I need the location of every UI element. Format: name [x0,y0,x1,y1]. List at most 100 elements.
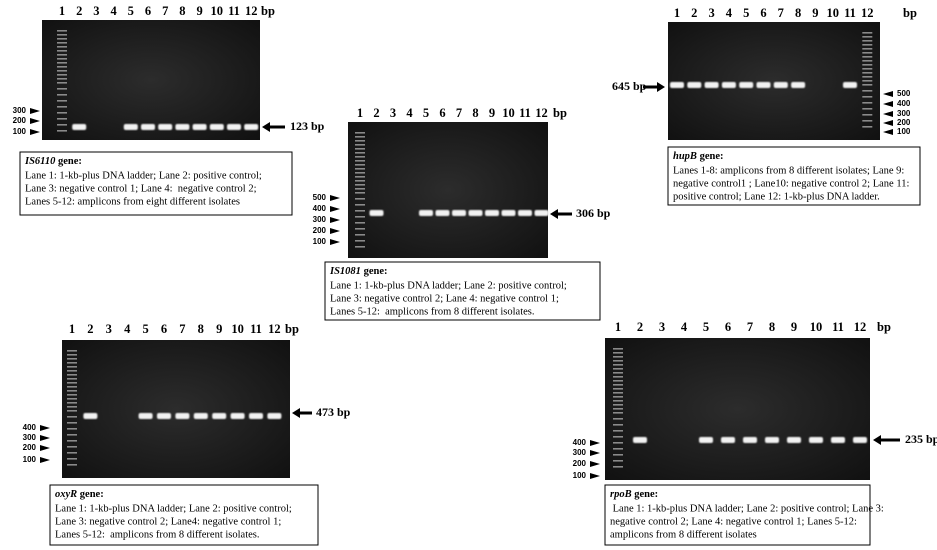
band-size-label: 473 bp [316,405,351,419]
ladder-band [67,398,77,400]
lane-label: 4 [406,106,413,120]
dna-band [175,124,190,130]
dna-band [756,82,771,88]
dna-band [843,82,857,88]
lane-label: 1 [69,322,75,336]
ladder-arrow [330,217,340,223]
ladder-band [355,192,365,194]
gene-suffix: gene: [697,151,724,162]
ladder-band [57,54,67,56]
lane-label: 8 [472,106,478,120]
ladder-arrow [330,239,340,245]
lane-label: 3 [390,106,396,120]
ladder-band [613,392,623,394]
dna-band [419,210,433,216]
gene-suffix: gene: [55,156,82,167]
ladder-band [67,422,77,424]
lane-label: 8 [198,322,204,336]
lane-label: 5 [128,4,134,18]
unit-label: bp [877,320,891,334]
ladder-band [355,222,365,224]
lane-label: 10 [231,322,244,336]
gene-suffix: gene: [632,489,659,500]
lane-label: 4 [124,322,131,336]
ladder-band [613,388,623,390]
ladder-arrow [883,101,893,107]
lane-label: 11 [844,6,856,20]
ladder-band [613,376,623,378]
ladder-label: 500 [313,193,327,202]
caption-box [324,261,601,321]
ladder-label: 100 [23,455,37,464]
ladder-band [862,64,873,66]
ladder-band [57,34,67,36]
ladder-label: 200 [897,118,911,127]
lane-label: 10 [502,106,515,120]
ladder-band [355,176,365,178]
ladder-band [613,442,623,444]
ladder-band [613,380,623,382]
dna-band [192,124,207,130]
ladder-band [57,88,67,90]
ladder-label: 100 [313,237,327,246]
ladder-label: 400 [573,438,587,447]
ladder-label: 300 [573,448,587,457]
caption-line: Lane 1: 1-kb-plus DNA ladder; Lane 2: po… [25,170,262,181]
ladder-band [613,418,623,420]
caption-box [19,151,293,216]
lane-label: 10 [810,320,823,334]
lane-label: 8 [179,4,185,18]
lane-label: 7 [162,4,168,18]
ladder-band [613,396,623,398]
dna-band [721,82,736,88]
dna-band [831,437,845,443]
ladder-arrow [590,473,600,479]
ladder-arrow [40,445,50,451]
ladder-band [613,454,623,456]
lane-label: 9 [216,322,222,336]
ladder-arrow [883,129,893,135]
lane-label: 7 [778,6,784,20]
lane-label: 7 [179,322,185,336]
dna-band [157,413,171,419]
lane-label: 3 [708,6,714,20]
ladder-band [57,100,67,102]
ladder-arrow [883,120,893,126]
ladder-band [57,58,67,60]
ladder-band [355,132,365,134]
dna-band [123,124,138,130]
ladder-band [67,358,77,360]
ladder-band [67,464,77,466]
band-size-label: 123 bp [290,119,325,133]
lane-label: 1 [357,106,363,120]
caption-line: negative control1 ; Lane10: negative con… [673,178,909,189]
ladder-band [57,118,67,120]
band-size-label: 235 bp [905,432,937,446]
ladder-band [355,140,365,142]
ladder-arrow [883,91,893,97]
ladder-band [57,112,67,114]
ladder-band [67,394,77,396]
lane-label: 11 [228,4,240,18]
ladder-label: 400 [23,423,37,432]
dna-band [227,124,241,130]
ladder-band [355,216,365,218]
ladder-band [862,60,873,62]
ladder-band [613,360,623,362]
ladder-band [57,42,67,44]
ladder-label: 300 [897,109,911,118]
ladder-arrow [330,206,340,212]
gene-name: IS1081 [329,266,361,277]
ladder-band [355,234,365,236]
ladder-band [613,356,623,358]
caption-heading: IS1081 gene: [329,266,387,277]
gene-suffix: gene: [77,489,104,500]
ladder-band [57,130,67,132]
ladder-band [355,168,365,170]
caption-heading: hupB gene: [673,151,723,162]
unit-label: bp [903,6,917,20]
lane-label: 6 [161,322,167,336]
ladder-band [57,46,67,48]
lane-label: 11 [519,106,531,120]
ladder-band [613,412,623,414]
